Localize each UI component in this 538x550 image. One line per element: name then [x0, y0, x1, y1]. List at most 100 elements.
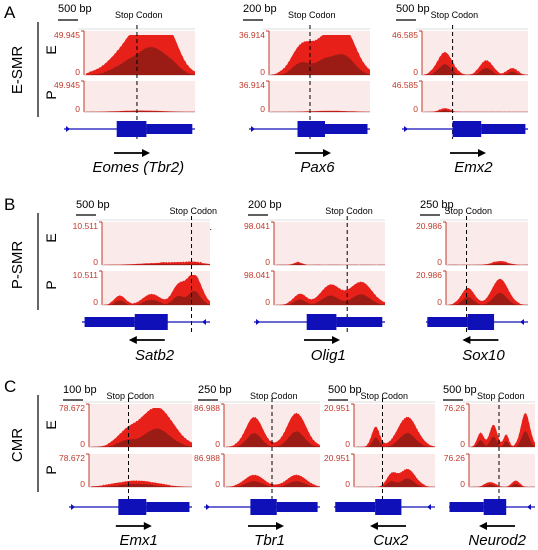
- y-max-label-e: 78.672: [59, 403, 85, 413]
- gene-name: Sox10: [462, 347, 505, 364]
- signal-overlay-e: [471, 431, 535, 447]
- gene-name: Pax6: [300, 159, 335, 176]
- y-min-label-e: 0: [93, 257, 98, 267]
- exon-block: [297, 121, 325, 137]
- strand-chevron-icon: [66, 126, 70, 132]
- exon-block: [116, 121, 147, 137]
- y-min-label-p: 0: [215, 479, 220, 489]
- track-bg-p: [469, 454, 535, 487]
- arrow-head: [370, 522, 378, 530]
- signal-overlay-e: [356, 432, 435, 447]
- y-min-label-p: 0: [80, 479, 85, 489]
- track-bg-p: [84, 81, 195, 112]
- scale-label: 200 bp: [243, 3, 277, 15]
- stop-codon-label: Stop Codon: [445, 206, 493, 216]
- signal-area-e: [276, 261, 385, 265]
- signal-overlay-p: [226, 480, 320, 487]
- signal-overlay-e: [226, 430, 320, 447]
- gene-model: [254, 314, 385, 330]
- scale-label: 500 bp: [396, 3, 430, 15]
- signal-overlay-e: [104, 263, 210, 265]
- exon-block: [375, 499, 402, 515]
- scale-label: 250 bp: [198, 384, 232, 396]
- y-max-label-p: 76.26: [444, 453, 466, 463]
- scale-label: 100 bp: [63, 384, 97, 396]
- y-min-label-p: 0: [437, 297, 442, 307]
- signal-area-p: [91, 480, 192, 487]
- signal-overlay-p: [91, 483, 192, 487]
- exon-block: [483, 499, 507, 515]
- signal-area-p: [356, 468, 435, 487]
- stop-codon-label: Stop Codon: [250, 391, 298, 401]
- y-max-label-e: 20.986: [416, 221, 442, 231]
- category-label: P-SMR: [9, 241, 26, 290]
- strand-chevron-icon: [256, 319, 260, 325]
- gene-model: [82, 314, 210, 330]
- gene-model: [402, 121, 528, 137]
- row-label-e: E: [43, 233, 59, 242]
- signal-overlay-e: [91, 428, 192, 447]
- stop-codon-label: Stop Codon: [361, 391, 409, 401]
- y-max-label-p: 20.986: [416, 270, 442, 280]
- y-max-label-e: 10.511: [73, 221, 99, 231]
- signal-overlay-p: [271, 111, 370, 112]
- gene-model: [334, 499, 435, 515]
- stop-codon-label: Stop Codon: [115, 10, 163, 20]
- direction-arrow-icon: [114, 149, 150, 157]
- signal-overlay-p: [448, 292, 528, 305]
- direction-arrow-icon: [128, 336, 165, 344]
- exon-block: [467, 314, 495, 330]
- arrow-head: [462, 336, 471, 344]
- arrow-head: [323, 149, 331, 157]
- exon-block: [250, 499, 277, 515]
- strand-chevron-icon: [427, 504, 431, 510]
- y-min-label-e: 0: [260, 67, 265, 77]
- y-max-label-p: 46.585: [392, 80, 418, 90]
- row-label-p: P: [43, 90, 59, 99]
- scale-label: 200 bp: [248, 199, 282, 211]
- exon-block: [306, 314, 337, 330]
- stop-codon-label: Stop Codon: [431, 10, 479, 20]
- gene-model: [449, 499, 535, 515]
- arrow-head: [143, 522, 152, 530]
- track-bg-p: [422, 81, 528, 112]
- y-max-label-e: 20.951: [324, 403, 350, 413]
- y-min-label-e: 0: [75, 67, 80, 77]
- signal-overlay-e: [424, 64, 528, 75]
- signal-area-p: [424, 108, 528, 112]
- y-max-label-e: 98.041: [244, 221, 270, 231]
- direction-arrow-icon: [462, 336, 499, 344]
- exon-block: [118, 499, 147, 515]
- track-bg-e: [446, 222, 528, 265]
- arrow-head: [128, 336, 137, 344]
- gene-name: Tbr1: [254, 532, 285, 549]
- arrow-head: [332, 336, 340, 344]
- gene-model: [249, 121, 370, 137]
- y-min-label-e: 0: [437, 257, 442, 267]
- panel-letter: A: [4, 3, 16, 22]
- utr-block: [481, 124, 526, 134]
- direction-arrow-icon: [115, 522, 152, 530]
- strand-chevron-icon: [202, 319, 206, 325]
- y-min-label-e: 0: [265, 257, 270, 267]
- stop-codon-label: Stop Codon: [288, 10, 336, 20]
- gene-model: [64, 121, 195, 137]
- signal-area-e: [448, 260, 528, 265]
- y-min-label-p: 0: [265, 297, 270, 307]
- row-label-p: P: [43, 465, 59, 474]
- signal-overlay-p: [104, 290, 210, 305]
- gene-model: [204, 499, 320, 515]
- arrow-head: [142, 149, 150, 157]
- arrow-head: [479, 522, 487, 530]
- y-max-label-p: 10.511: [73, 270, 99, 280]
- signal-overlay-p: [276, 294, 385, 305]
- track-bg-e: [274, 222, 385, 265]
- signal-overlay-p: [356, 478, 435, 487]
